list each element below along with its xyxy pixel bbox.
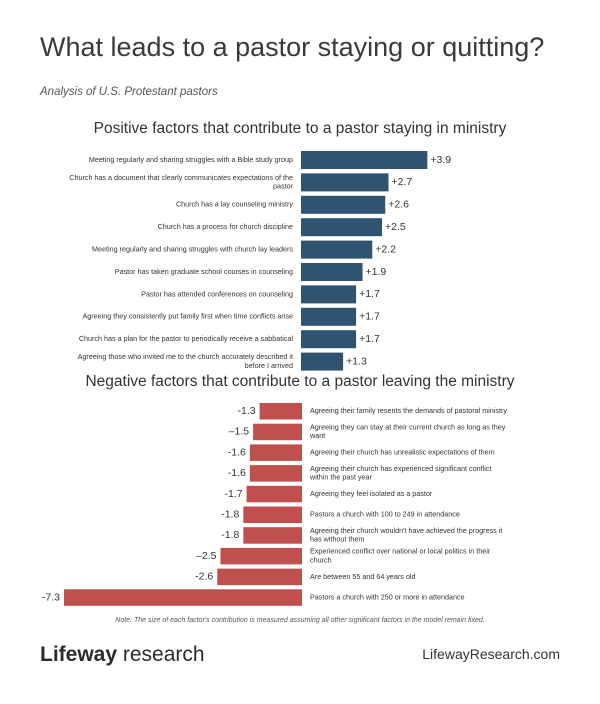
positive-category-label: Church has a process for church discipli… — [158, 222, 293, 231]
positive-value-label: +1.7 — [359, 333, 380, 345]
negative-category-label: Pastors a church with 250 or more in att… — [310, 592, 465, 601]
positive-category-label: Pastor has attended conferences on couns… — [141, 289, 293, 298]
negative-category-label: Experienced conflict over national or lo… — [310, 547, 491, 565]
website-url: LifewayResearch.com — [422, 646, 560, 662]
positive-category-label: Pastor has taken graduate school courses… — [115, 267, 293, 276]
positive-category-label: Church has a plan for the pastor to peri… — [79, 334, 294, 343]
positive-bar — [301, 285, 357, 304]
positive-category-label: Church has a lay counseling ministry — [176, 200, 293, 209]
negative-category-label: Agreeing their church has unrealistic ex… — [310, 448, 495, 457]
factor-charts: Positive factors that contribute to a pa… — [42, 120, 515, 606]
positive-category-label: Agreeing they consistently put family fi… — [82, 312, 293, 321]
negative-value-label: -1.3 — [238, 405, 256, 417]
positive-bar — [301, 307, 357, 326]
negative-category-label: Pastors a church with 100 to 249 in atte… — [310, 510, 460, 519]
footnote: Note: The size of each factor's contribu… — [115, 617, 485, 624]
logo-light-text: research — [117, 643, 205, 666]
negative-chart-title: Negative factors that contribute to a pa… — [85, 373, 514, 390]
positive-bar — [301, 263, 363, 281]
positive-value-label: +1.9 — [366, 266, 387, 278]
negative-category-label: Agreeing their church has experienced si… — [309, 464, 491, 482]
positive-value-label: +2.2 — [375, 243, 396, 255]
positive-category-label: Meeting regularly and sharing struggles … — [89, 155, 293, 164]
negative-bar — [249, 444, 302, 461]
positive-value-label: +1.3 — [346, 355, 367, 367]
positive-bar — [301, 195, 386, 214]
negative-bar — [246, 485, 302, 503]
page-title: What leads to a pastor staying or quitti… — [40, 32, 545, 62]
negative-category-label: Agreeing their family resents the demand… — [310, 406, 507, 415]
positive-value-label: +1.7 — [359, 311, 380, 323]
positive-bar — [301, 330, 357, 349]
negative-value-label: -1.6 — [228, 446, 246, 458]
positive-value-label: +3.9 — [430, 154, 451, 166]
lifeway-logo: Lifeway research — [40, 643, 205, 667]
negative-category-label: Agreeing they can stay at their current … — [309, 423, 506, 441]
negative-bar — [217, 568, 302, 586]
positive-bar — [301, 151, 428, 169]
negative-value-label: -1.8 — [221, 529, 239, 541]
positive-category-label: Agreeing those who invited me to the chu… — [78, 352, 293, 370]
negative-value-label: –2.5 — [196, 550, 217, 562]
negative-value-label: -2.6 — [195, 571, 213, 583]
negative-bar — [249, 465, 302, 482]
positive-value-label: +2.7 — [391, 176, 412, 188]
positive-bar — [301, 173, 389, 192]
positive-bar — [301, 218, 382, 237]
negative-value-label: -1.7 — [224, 488, 242, 500]
negative-bar — [243, 527, 302, 544]
positive-category-label: Church has a document that clearly commu… — [69, 173, 293, 191]
positive-value-label: +2.5 — [385, 221, 406, 233]
positive-value-label: +2.6 — [388, 199, 409, 211]
negative-bar — [259, 403, 302, 420]
negative-category-label: Agreeing their church wouldn't have achi… — [310, 526, 502, 544]
negative-value-label: -1.8 — [221, 509, 239, 521]
positive-value-label: +1.7 — [359, 288, 380, 300]
negative-value-label: –1.5 — [229, 426, 250, 438]
negative-value-label: -7.3 — [42, 591, 60, 603]
negative-bar — [253, 423, 302, 441]
negative-bar — [64, 589, 303, 606]
negative-bar — [220, 547, 302, 565]
negative-category-label: Agreeing they feel isolated as a pastor — [310, 489, 433, 498]
positive-bar — [301, 240, 373, 259]
positive-category-label: Meeting regularly and sharing struggles … — [92, 245, 293, 254]
negative-category-label: Are between 55 and 64 years old — [310, 572, 416, 581]
negative-bar — [243, 506, 302, 523]
positive-bar — [301, 352, 344, 371]
logo-bold-text: Lifeway — [40, 643, 118, 666]
positive-chart-title: Positive factors that contribute to a pa… — [94, 120, 507, 137]
negative-value-label: -1.6 — [228, 467, 246, 479]
page-subtitle: Analysis of U.S. Protestant pastors — [40, 86, 218, 98]
